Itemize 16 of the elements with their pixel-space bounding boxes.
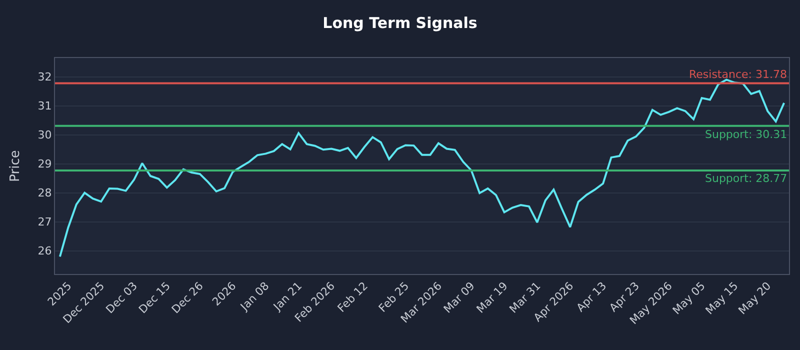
y-tick-label: 30: [38, 128, 52, 142]
y-tick-label: 26: [38, 244, 52, 258]
y-tick-label: 28: [38, 186, 52, 200]
x-tick-label: Jan 08: [237, 280, 272, 314]
y-tick-label: 27: [38, 216, 52, 229]
y-tick-label: 31: [38, 100, 52, 113]
x-tick-label: Feb 12: [335, 280, 370, 315]
y-axis-title: Price: [8, 150, 23, 182]
line-series: [58, 78, 786, 258]
ref-line-label: Resistance: 31.78: [689, 68, 787, 81]
chart-title: Long Term Signals: [322, 14, 478, 32]
y-tick-label: 32: [38, 70, 52, 84]
ref-line-label: Support: 28.77: [705, 172, 788, 185]
ref-line-label: Support: 30.31: [705, 128, 788, 141]
y-tick-label: 29: [38, 158, 52, 171]
x-tick-label: Apr 13: [574, 280, 610, 315]
